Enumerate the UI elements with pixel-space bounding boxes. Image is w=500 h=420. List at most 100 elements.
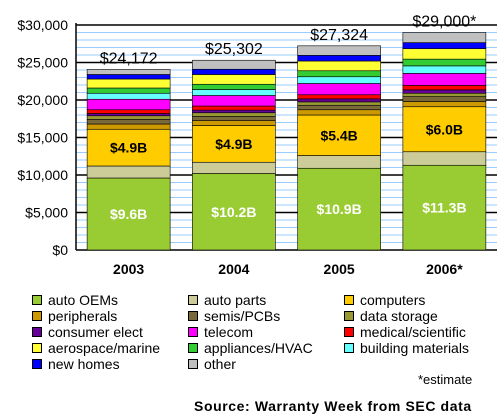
legend-label: appliances/HVAC: [204, 340, 313, 356]
bar-segment: [86, 128, 171, 167]
legend-item-auto-parts: auto parts: [188, 292, 266, 308]
legend-item-data-storage: data storage: [344, 308, 438, 324]
bar-segment: [297, 98, 381, 103]
legend-item-building-materials: building materials: [344, 340, 469, 356]
legend-swatch: [188, 295, 198, 305]
legend-item-auto-oems: auto OEMs: [32, 292, 118, 308]
legend-item-telecom: telecom: [188, 324, 253, 340]
estimate-footnote: *estimate: [418, 372, 473, 387]
bar-segment: [402, 85, 487, 91]
bar-segment: [297, 83, 381, 96]
bar-segment: [192, 95, 276, 107]
bar-total-label: $27,324: [310, 27, 368, 44]
stacked-bar-chart: $0 $5,000 $10,000 $15,000 $20,000 $25,000 $30,…: [17, 14, 497, 277]
bar-segment: [402, 42, 487, 49]
bar-segment: [402, 58, 487, 67]
bar-segment: [402, 65, 487, 74]
legend-swatch: [188, 327, 198, 337]
x-tick-label: 2006*: [426, 261, 463, 277]
bar-segment: [402, 48, 487, 60]
legend-item-appliances-hvac: appliances/HVAC: [188, 340, 313, 356]
bar-segment: [297, 101, 381, 106]
legend-swatch: [32, 343, 42, 353]
y-tick-label: $0: [52, 242, 68, 258]
legend-label: medical/scientific: [360, 324, 466, 340]
bar-segment: [192, 89, 276, 96]
bar-segment-label: $6.0B: [426, 121, 463, 137]
legend-label: aerospace/marine: [48, 340, 161, 356]
bar-segment: [297, 167, 381, 251]
y-tick-label: $30,000: [17, 17, 68, 33]
bar-total-label: $24,172: [100, 50, 158, 67]
legend-item-medical-scientific: medical/scientific: [344, 324, 466, 340]
bar-segment: [86, 69, 171, 75]
bar-segment: [192, 173, 276, 251]
bar-segment: [192, 120, 276, 126]
legend-swatch: [344, 295, 354, 305]
legend-swatch: [32, 311, 42, 321]
bar-segment: [297, 109, 381, 116]
legend-swatch: [188, 359, 198, 369]
legend-label: new homes: [48, 356, 120, 372]
bar-segment-label: $4.9B: [110, 140, 147, 156]
bar-segment: [192, 112, 276, 117]
chart-legend: auto OEMs auto parts computers periphera…: [32, 292, 500, 382]
legend-swatch: [188, 343, 198, 353]
bar-segment: [86, 113, 171, 117]
bar-segment: [297, 155, 381, 169]
bar-segment: [86, 115, 171, 120]
x-tick-label: 2003: [113, 261, 144, 277]
bar-segment-label: $4.9B: [215, 136, 252, 152]
legend-label: semis/PCBs: [204, 308, 281, 324]
bar-segment: [297, 60, 381, 72]
bar-segment: [192, 109, 276, 114]
bar-segment: [86, 98, 171, 111]
bar-segment: [297, 55, 381, 62]
bar-segment: [297, 94, 381, 100]
bar-segment: [86, 109, 171, 114]
bar-segment: [402, 92, 487, 97]
legend-swatch: [344, 343, 354, 353]
bar-segment: [192, 161, 276, 174]
bar-segment: [297, 104, 381, 111]
bar-segment: [297, 114, 381, 156]
bar-segment: [402, 96, 487, 102]
legend-label: telecom: [204, 324, 254, 340]
legend-item-new-homes: new homes: [32, 356, 120, 372]
bar-segment-label: $9.6B: [110, 206, 147, 222]
bar-segment-label: $11.3B: [422, 200, 466, 216]
bar-segment: [402, 151, 487, 166]
bar-segment: [86, 123, 171, 130]
legend-label: peripherals: [48, 308, 118, 324]
bar-segment: [86, 165, 171, 179]
legend-label: other: [204, 356, 236, 372]
bar-segment-label: $10.9B: [317, 201, 362, 217]
bar-segment: [402, 106, 487, 153]
bar-segment-label: $5.4B: [320, 127, 357, 143]
bar-segment: [402, 32, 487, 43]
legend-label: consumer elect: [48, 324, 143, 340]
legend-item-computers: computers: [344, 292, 425, 308]
bar-segment-label: $10.2B: [211, 204, 256, 220]
legend-label: computers: [360, 292, 426, 308]
bar-total-label: $25,302: [205, 41, 263, 58]
bar-segment: [192, 59, 276, 70]
bar-segment: [297, 76, 381, 84]
bar-segment: [192, 83, 276, 90]
y-tick-label: $20,000: [17, 92, 68, 108]
bar-segment: [402, 101, 487, 108]
legend-swatch: [188, 311, 198, 321]
legend-swatch: [32, 327, 42, 337]
bar-segment: [402, 164, 487, 251]
legend-swatch: [32, 359, 42, 369]
legend-item-semis-pcbs: semis/PCBs: [188, 308, 280, 324]
legend-label: auto OEMs: [48, 292, 119, 308]
x-tick-label: 2004: [218, 261, 249, 277]
x-tick-label: 2005: [324, 261, 355, 277]
bar-segment: [86, 87, 171, 94]
bar-segment: [86, 92, 171, 100]
bar-segment: [402, 73, 487, 86]
bar-segment: [192, 125, 276, 163]
bar-segment: [192, 68, 276, 75]
source-credit: Source: Warranty Week from SEC data: [194, 398, 472, 414]
